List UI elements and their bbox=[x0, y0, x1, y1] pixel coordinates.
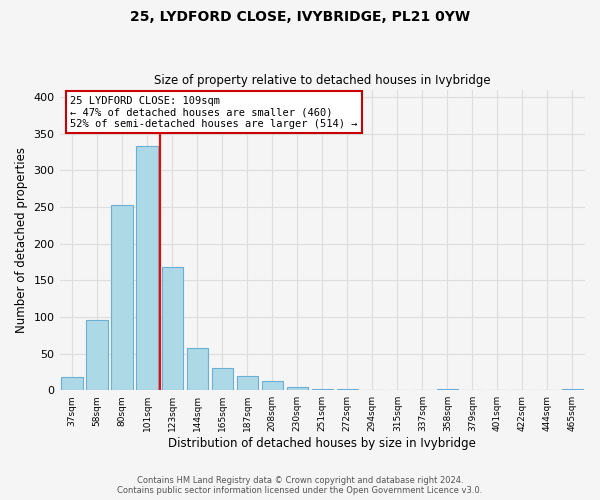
Text: 25, LYDFORD CLOSE, IVYBRIDGE, PL21 0YW: 25, LYDFORD CLOSE, IVYBRIDGE, PL21 0YW bbox=[130, 10, 470, 24]
Title: Size of property relative to detached houses in Ivybridge: Size of property relative to detached ho… bbox=[154, 74, 491, 87]
Bar bbox=[61, 377, 83, 390]
Bar bbox=[187, 348, 208, 390]
Bar bbox=[287, 386, 308, 390]
Bar bbox=[212, 368, 233, 390]
Bar bbox=[86, 320, 108, 390]
Bar bbox=[236, 376, 258, 390]
Y-axis label: Number of detached properties: Number of detached properties bbox=[15, 147, 28, 333]
X-axis label: Distribution of detached houses by size in Ivybridge: Distribution of detached houses by size … bbox=[169, 437, 476, 450]
Text: Contains HM Land Registry data © Crown copyright and database right 2024.
Contai: Contains HM Land Registry data © Crown c… bbox=[118, 476, 482, 495]
Bar bbox=[161, 267, 183, 390]
Bar bbox=[112, 204, 133, 390]
Bar bbox=[136, 146, 158, 390]
Bar bbox=[262, 382, 283, 390]
Text: 25 LYDFORD CLOSE: 109sqm
← 47% of detached houses are smaller (460)
52% of semi-: 25 LYDFORD CLOSE: 109sqm ← 47% of detach… bbox=[70, 96, 358, 129]
